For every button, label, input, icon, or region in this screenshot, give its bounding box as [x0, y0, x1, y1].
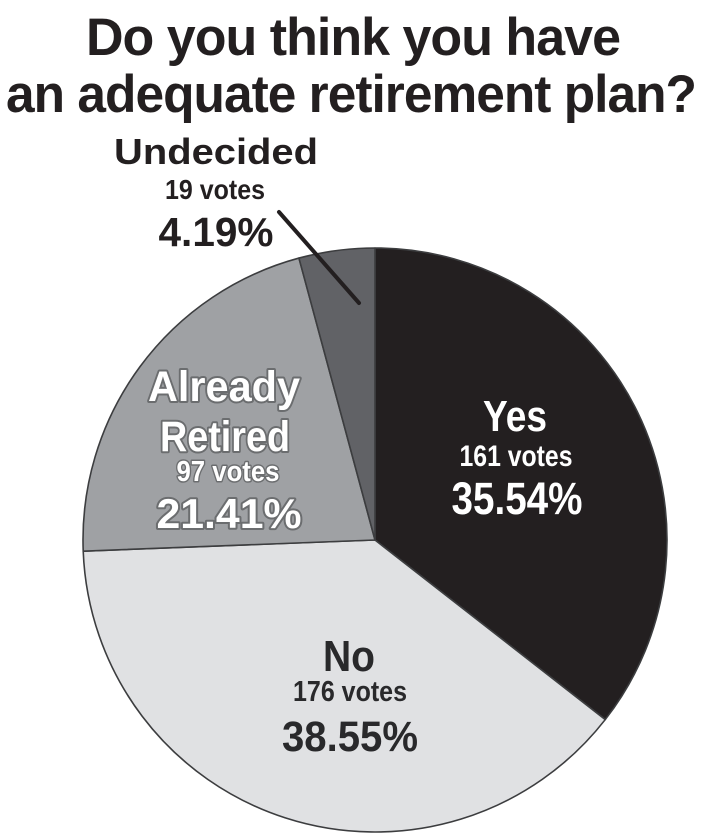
- pie-slice-yes: [374, 247, 668, 721]
- pie-slice-already-retired: [82, 257, 376, 552]
- undecided-leader-line: [277, 210, 361, 305]
- slice-votes-no: 176 votes: [293, 676, 407, 708]
- already-retired-label-group: Already Retired 97 votes 21.41%: [146, 361, 304, 539]
- slice-label-yes: Yes: [483, 392, 547, 441]
- slice-percent-yes: 35.54%: [452, 473, 583, 524]
- slice-label-undecided: Undecided: [114, 131, 318, 172]
- slice-percent-undecided: 4.19%: [159, 209, 274, 255]
- slice-votes-already-retired: 97 votes: [177, 456, 280, 488]
- chart-title-line1: Do you think you have: [86, 8, 620, 67]
- slice-votes-yes: 161 votes: [460, 440, 573, 473]
- undecided-label-group: Undecided 19 votes 4.19%: [114, 131, 318, 255]
- pie-slice-undecided: [298, 247, 376, 541]
- slice-votes-undecided: 19 votes: [165, 174, 265, 205]
- chart-title-line2: an adequate retirement plan?: [6, 65, 696, 124]
- pie-slices: [82, 247, 668, 833]
- slice-label-already-retired-line2: Retired: [160, 413, 290, 461]
- slice-percent-no: 38.55%: [282, 713, 418, 761]
- pie-slice-no: [82, 539, 607, 833]
- slice-label-already-retired-line1: Already: [148, 363, 300, 411]
- slice-label-no: No: [323, 632, 375, 681]
- slice-percent-already-retired: 21.41%: [157, 490, 302, 537]
- no-label-group: No 176 votes 38.55%: [282, 632, 418, 761]
- yes-label-group: Yes 161 votes 35.54%: [452, 392, 583, 524]
